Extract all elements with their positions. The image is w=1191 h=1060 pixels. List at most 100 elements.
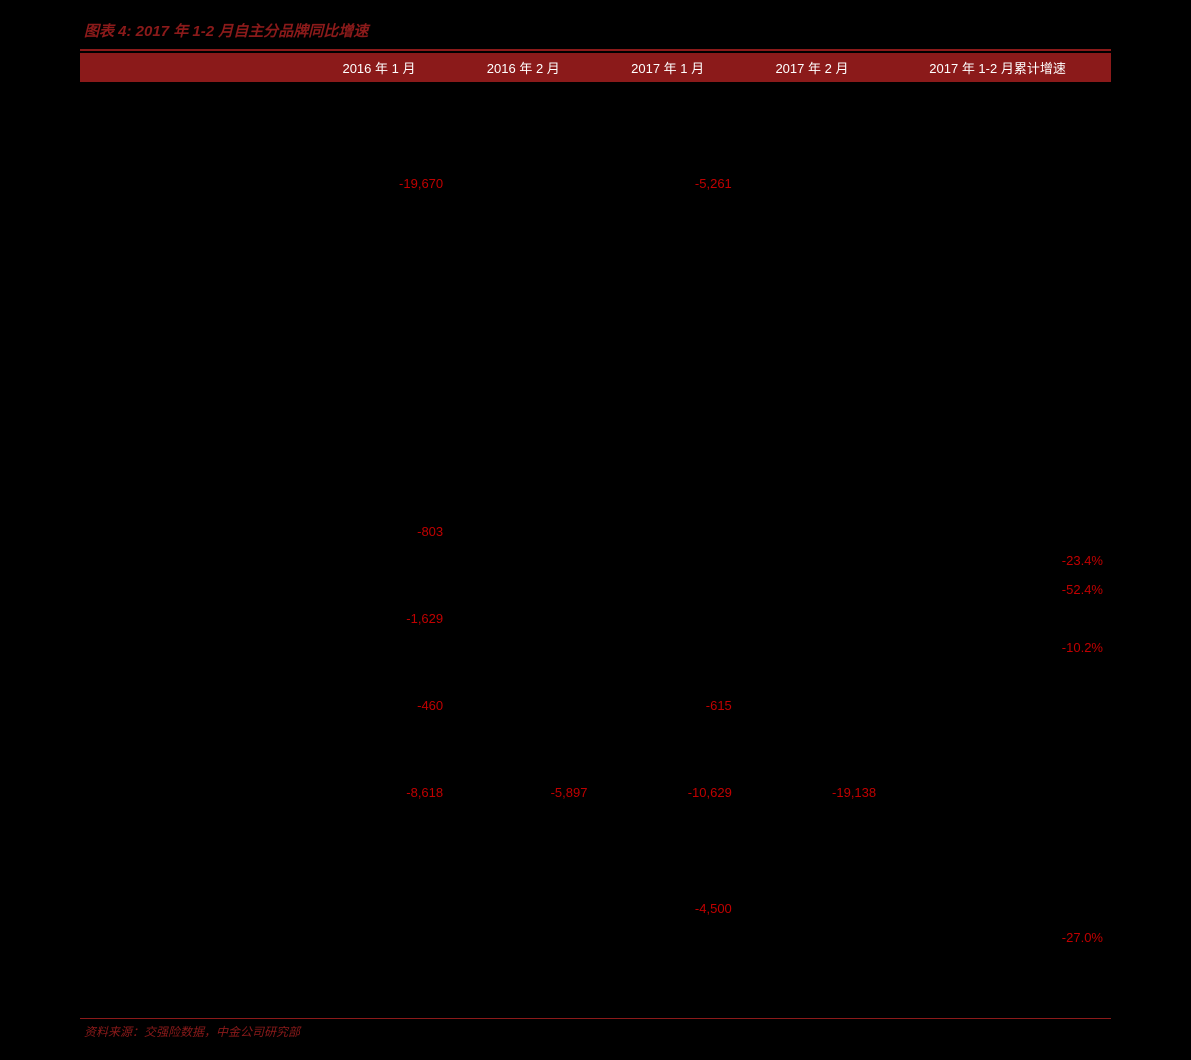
data-cell [307,488,451,517]
data-cell: 133,590 [307,198,451,227]
data-cell: 160,646 [595,198,739,227]
data-cell: 18,110 [740,633,884,662]
data-cell: 201,587 [595,256,739,285]
data-cell: 31,765 [740,314,884,343]
data-cell: 36,875 [595,343,739,372]
data-cell: 65,123 [451,227,595,256]
data-cell: 28,361 [307,836,451,865]
table-row: 哈弗系列71,67543,19786,57560,37227.9% [80,140,1111,169]
data-cell: -803 [307,517,451,546]
row-label: 奇瑞 [80,604,307,633]
data-cell: 8,341 [740,488,884,517]
table-row: 一汽集团8,6615,65210,3397,39923.9% [80,662,1111,691]
data-cell: 14,786 [451,575,595,604]
data-cell: 77,858 [595,981,739,1010]
data-cell: -27.0% [884,923,1111,952]
data-cell: 12,963 [451,923,595,952]
data-cell: 36,752 [595,372,739,401]
data-cell: 46,016 [451,111,595,140]
row-label: 广汽集团 [80,343,307,372]
data-cell: 118,206 [595,227,739,256]
row-label: 哈弗系列 [80,140,307,169]
row-label: 上汽乘用车 [80,314,307,343]
table-row: 北汽集团-46029,198-61543,617N/A [80,691,1111,720]
row-label: 广汽乘用车 [80,372,307,401]
data-cell: 7,399 [740,662,884,691]
data-cell: 86,575 [595,140,739,169]
data-cell: 12,534 [740,546,884,575]
data-cell: -4,500 [595,894,739,923]
data-cell: N/A [884,894,1111,923]
data-cell: 12,097 [451,343,595,372]
data-cell: 99,441 [451,256,595,285]
data-cell: 32,081 [451,604,595,633]
table-row: 东风柳汽14,2299,13822,07413,55652.5% [80,865,1111,894]
data-cell: 24,134 [307,343,451,372]
data-cell: 150,946 [740,256,884,285]
data-cell: 5,351 [451,807,595,836]
data-cell: 39,306 [595,604,739,633]
data-cell: 35,853 [595,836,739,865]
data-cell: 78.9% [884,314,1111,343]
row-label: 东风柳汽 [80,865,307,894]
data-cell: 32,995 [740,894,884,923]
data-cell: 62,998 [740,111,884,140]
table-row: 远景SUV10,2328,341N/A [80,488,1111,517]
chart-title: 图表 4: 2017 年 1-2 月自主分品牌同比增速 [80,20,1111,41]
data-cell: 81.9% [884,372,1111,401]
source-text: 资料来源：交强险数据，中金公司研究部 [80,1023,1111,1040]
table-row: 比亚迪32,13719,55528,30018,110-10.2% [80,633,1111,662]
table-row: 上汽集团165,42899,441201,587150,94633.1% [80,256,1111,285]
row-label: 吉利其他 [80,575,307,604]
divider-bottom [80,1018,1111,1019]
data-cell: 52.5% [884,865,1111,894]
table-row: 上汽乘用车24,66716,18441,30731,76578.9% [80,314,1111,343]
table-row: 东风集团-8,618-5,897-10,629-19,138N/A [80,778,1111,807]
data-cell: 28,300 [595,633,739,662]
data-cell: 81.8% [884,343,1111,372]
data-cell: 24,667 [307,314,451,343]
data-cell: 23,832 [307,894,451,923]
data-cell: -52.4% [884,575,1111,604]
data-cell: 119,143 [740,285,884,314]
row-label: 其他自主品牌 [80,981,307,1010]
data-cell: 24.7% [884,285,1111,314]
table-row: 长安轿车100,10765,123118,20693,14327.9% [80,227,1111,256]
column-header: 2016 年 2 月 [451,53,595,82]
data-cell: -10,629 [595,778,739,807]
row-label: 上汽集团 [80,256,307,285]
data-cell [307,430,451,459]
table-row: 自主品牌690,587429,159810,252628,24128.5% [80,82,1111,111]
data-cell: 28,931 [740,372,884,401]
row-label: 长安集团 [80,198,307,227]
row-label: 东风小康 [80,836,307,865]
row-label: 吉利 [80,401,307,430]
data-cell: 28.5% [884,82,1111,111]
data-cell: N/A [884,604,1111,633]
table-row: 帝豪GS13,5509,890N/A [80,459,1111,488]
table-row: 长城75,16746,01690,99262,99827.1% [80,111,1111,140]
data-cell: 27.9% [884,227,1111,256]
data-cell: 17,186 [740,430,884,459]
data-cell [307,459,451,488]
data-cell: 100,107 [307,227,451,256]
data-cell: 4,389 [740,807,884,836]
row-label: 北汽集团 [80,691,307,720]
data-cell: 429,159 [451,82,595,111]
data-cell: N/A [884,459,1111,488]
data-cell: 10,024 [595,517,739,546]
data-cell: 43,197 [451,140,595,169]
data-cell: N/A [884,169,1111,198]
data-cell: 2.8% [884,807,1111,836]
table-row: 博越24,80417,186N/A [80,430,1111,459]
data-cell: 9,138 [451,865,595,894]
data-cell: 35,656 [595,720,739,749]
data-cell: 33.1% [884,952,1111,981]
data-cell: 9,350 [595,807,739,836]
data-cell: 62,561 [740,981,884,1010]
data-cell [451,488,595,517]
data-cell: -5,897 [451,778,595,807]
table-row: 长安集团133,59089,152160,646123,69127.6% [80,198,1111,227]
data-cell: 3,257 [451,952,595,981]
data-cell: 19,555 [451,633,595,662]
